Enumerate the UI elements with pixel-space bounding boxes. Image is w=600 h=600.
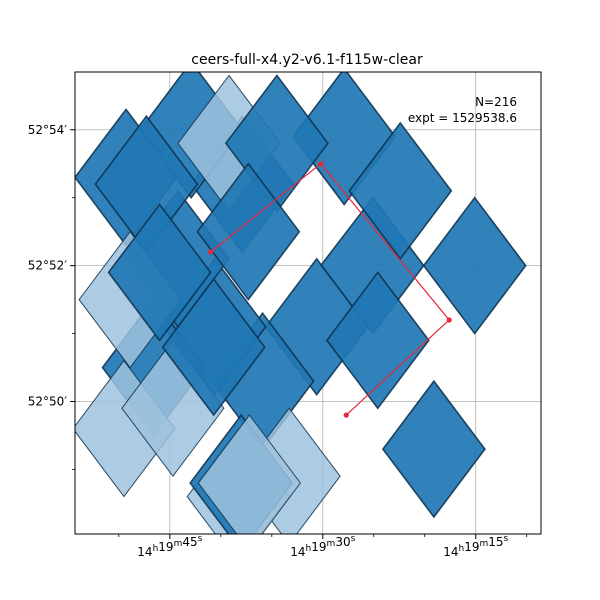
x-tick-label-0: 14h19m45s [137,534,202,559]
footprint-26 [107,203,212,342]
footprint-19 [381,379,486,519]
dither-path [208,161,452,418]
x-tick-label-2: 14h19m15s [443,534,508,559]
dither-point-1 [318,161,324,167]
x-tick-label-1: 14h19m30s [290,534,355,559]
footprint-5 [325,271,430,410]
dither-path-line [210,162,451,416]
y-tick-label-1: 52°52′ [28,259,68,273]
footprint-25 [197,414,302,534]
footprint-21 [224,74,329,213]
footprint-24 [161,277,266,417]
annotation-exposure: expt = 1529538.6 [408,111,517,125]
footprint-22 [196,162,301,301]
footprint-3 [348,121,453,261]
footprints [75,72,527,534]
dither-point-3 [343,412,349,418]
chart-title: ceers-full-x4.y2-v6.1-f115w-clear [191,52,423,68]
plot-frame [74,71,542,535]
axis-ticks: 14h19m45s 14h19m30s 14h19m15s 52°54′ 52°52′ 5… [28,123,528,559]
footprint-1 [422,196,527,335]
dither-point-0 [208,249,214,255]
y-tick-label-0: 52°54′ [28,123,68,137]
annotation-count: N=216 [475,95,517,109]
y-tick-label-2: 52°50′ [28,395,68,409]
dither-point-2 [446,317,452,323]
